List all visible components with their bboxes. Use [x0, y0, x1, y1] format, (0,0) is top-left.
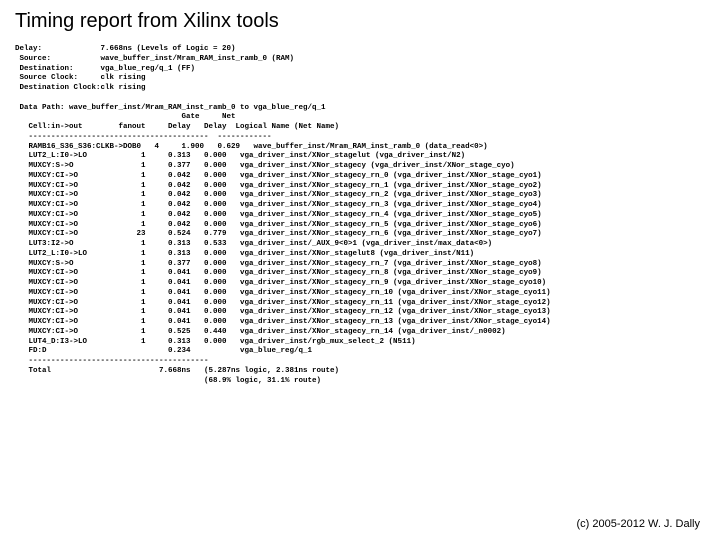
copyright: (c) 2005-2012 W. J. Dally: [577, 518, 701, 530]
timing-report: Delay: 7.668ns (Levels of Logic = 20) So…: [15, 45, 705, 386]
page-title: Timing report from Xilinx tools: [15, 10, 705, 33]
